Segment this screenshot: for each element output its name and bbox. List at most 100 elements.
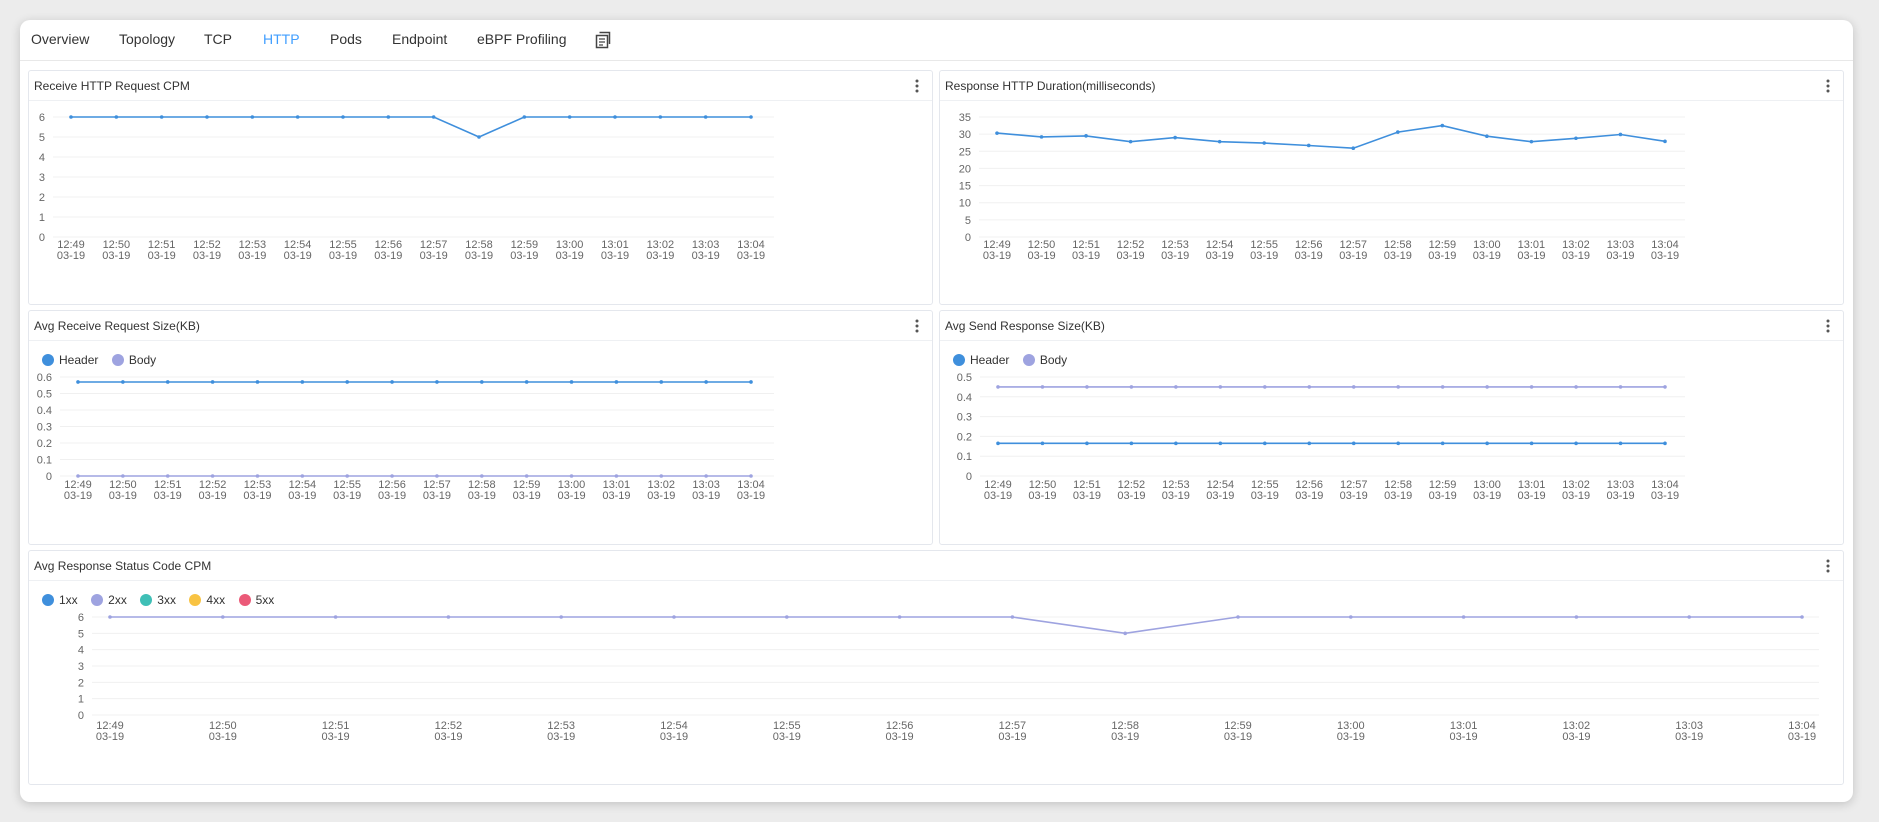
- legend-item-4xx[interactable]: 4xx: [189, 593, 225, 607]
- tab-overview[interactable]: Overview: [31, 31, 90, 47]
- legend-item-5xx[interactable]: 5xx: [238, 593, 275, 607]
- x-tick-label: 13:01 03-19: [1517, 239, 1545, 262]
- tab-ebpf-profiling[interactable]: eBPF Profiling: [477, 31, 567, 47]
- x-tick-label: 13:00 03-19: [1337, 720, 1365, 743]
- more-vertical-icon[interactable]: [1823, 318, 1833, 334]
- tab-tcp[interactable]: TCP: [204, 31, 232, 47]
- more-vertical-icon[interactable]: [912, 78, 922, 94]
- x-tick-label: 12:59 03-19: [1428, 239, 1456, 262]
- data-point: [386, 115, 391, 119]
- data-point: [480, 474, 484, 478]
- x-tick-label: 12:58 03-19: [1384, 479, 1412, 502]
- data-point: [672, 615, 676, 619]
- y-tick-label: 0: [965, 232, 971, 244]
- x-tick-label: 13:01 03-19: [1450, 720, 1478, 743]
- data-point: [1440, 441, 1445, 446]
- data-point: [341, 115, 345, 119]
- legend-item-3xx[interactable]: 3xx: [140, 593, 176, 607]
- data-point: [1084, 134, 1088, 138]
- data-point: [1218, 385, 1223, 389]
- data-point: [1307, 441, 1312, 446]
- x-tick-label: 13:00 03-19: [1473, 479, 1501, 502]
- data-point: [1173, 135, 1177, 140]
- data-point: [704, 474, 708, 478]
- x-tick-label: 12:54 03-19: [1206, 479, 1234, 502]
- legend-item-body[interactable]: Body: [111, 353, 156, 367]
- legend-item-body[interactable]: Body: [1022, 353, 1067, 367]
- tab-topology[interactable]: Topology: [119, 31, 176, 47]
- data-point: [121, 474, 125, 478]
- legend-label: 5xx: [255, 593, 275, 607]
- data-point: [1349, 615, 1353, 619]
- x-tick-label: 12:52 03-19: [434, 720, 462, 743]
- legend-item-1xx[interactable]: 1xx: [42, 593, 78, 607]
- legend-item-header[interactable]: Header: [42, 353, 98, 367]
- x-tick-label: 12:59 03-19: [513, 479, 541, 502]
- chart-legend: Header Body: [953, 351, 1076, 367]
- data-point: [1306, 143, 1311, 148]
- series-line: [71, 116, 751, 138]
- x-tick-label: 13:03 03-19: [692, 479, 720, 502]
- panel-header: Avg Response Status Code CPM: [29, 551, 1843, 581]
- x-tick-label: 12:49 03-19: [983, 239, 1011, 262]
- data-point: [996, 441, 1000, 446]
- y-tick-label: 3: [39, 172, 45, 184]
- data-point: [446, 615, 451, 619]
- data-point: [1085, 385, 1089, 389]
- more-vertical-icon[interactable]: [912, 318, 922, 334]
- legend-label: 4xx: [206, 593, 226, 607]
- more-vertical-icon[interactable]: [1823, 78, 1833, 94]
- x-tick-label: 13:03 03-19: [1675, 720, 1703, 743]
- y-tick-label: 0: [966, 471, 972, 483]
- x-tick-label: 12:59 03-19: [1429, 479, 1457, 502]
- copy-document-icon[interactable]: [593, 30, 613, 50]
- panel-title: Avg Send Response Size(KB): [945, 319, 1105, 333]
- x-tick-label: 12:52 03-19: [193, 239, 221, 262]
- data-point: [522, 115, 527, 119]
- legend-item-header[interactable]: Header: [953, 353, 1009, 367]
- data-point: [1485, 441, 1489, 446]
- y-tick-label: 2: [78, 677, 84, 689]
- tab-endpoint[interactable]: Endpoint: [392, 31, 448, 47]
- x-tick-label: 13:04 03-19: [1651, 239, 1679, 262]
- x-tick-label: 12:53 03-19: [238, 239, 266, 262]
- x-tick-label: 12:55 03-19: [333, 479, 361, 502]
- data-point: [1663, 385, 1667, 389]
- panel-avg-send-response-size: Avg Send Response Size(KB) Header Body 0…: [939, 310, 1844, 545]
- more-vertical-icon[interactable]: [1823, 558, 1833, 574]
- y-tick-label: 0.3: [957, 412, 972, 424]
- y-tick-label: 0.1: [37, 455, 52, 467]
- x-tick-label: 12:57 03-19: [423, 479, 451, 502]
- y-tick-label: 30: [959, 129, 971, 141]
- x-tick-label: 13:01 03-19: [602, 479, 630, 502]
- data-point: [1800, 615, 1804, 619]
- data-point: [1129, 441, 1134, 446]
- data-point: [524, 380, 529, 384]
- y-tick-label: 0: [46, 471, 52, 483]
- x-tick-label: 12:56 03-19: [886, 720, 914, 743]
- data-point: [221, 615, 225, 619]
- x-tick-label: 12:59 03-19: [1224, 720, 1252, 743]
- panel-title: Response HTTP Duration(milliseconds): [945, 79, 1156, 93]
- data-point: [345, 474, 350, 478]
- data-point: [1529, 139, 1534, 144]
- tab-pods[interactable]: Pods: [330, 31, 362, 47]
- data-point: [749, 380, 753, 384]
- data-point: [569, 380, 574, 384]
- series-line: [996, 124, 1666, 150]
- x-tick-label: 12:59 03-19: [510, 239, 538, 262]
- x-tick-label: 13:00 03-19: [556, 239, 584, 262]
- x-tick-label: 12:52 03-19: [1117, 479, 1145, 502]
- y-tick-label: 35: [959, 112, 971, 124]
- data-point: [255, 474, 260, 478]
- y-tick-label: 10: [959, 198, 971, 210]
- legend-label: 2xx: [108, 593, 127, 607]
- legend-item-2xx[interactable]: 2xx: [91, 593, 127, 607]
- tab-http[interactable]: HTTP: [263, 31, 300, 47]
- y-tick-label: 0.4: [37, 405, 52, 417]
- panel-title: Avg Response Status Code CPM: [34, 559, 212, 573]
- x-tick-label: 12:57 03-19: [998, 720, 1026, 743]
- x-tick-label: 12:57 03-19: [1340, 479, 1368, 502]
- data-point: [205, 115, 209, 119]
